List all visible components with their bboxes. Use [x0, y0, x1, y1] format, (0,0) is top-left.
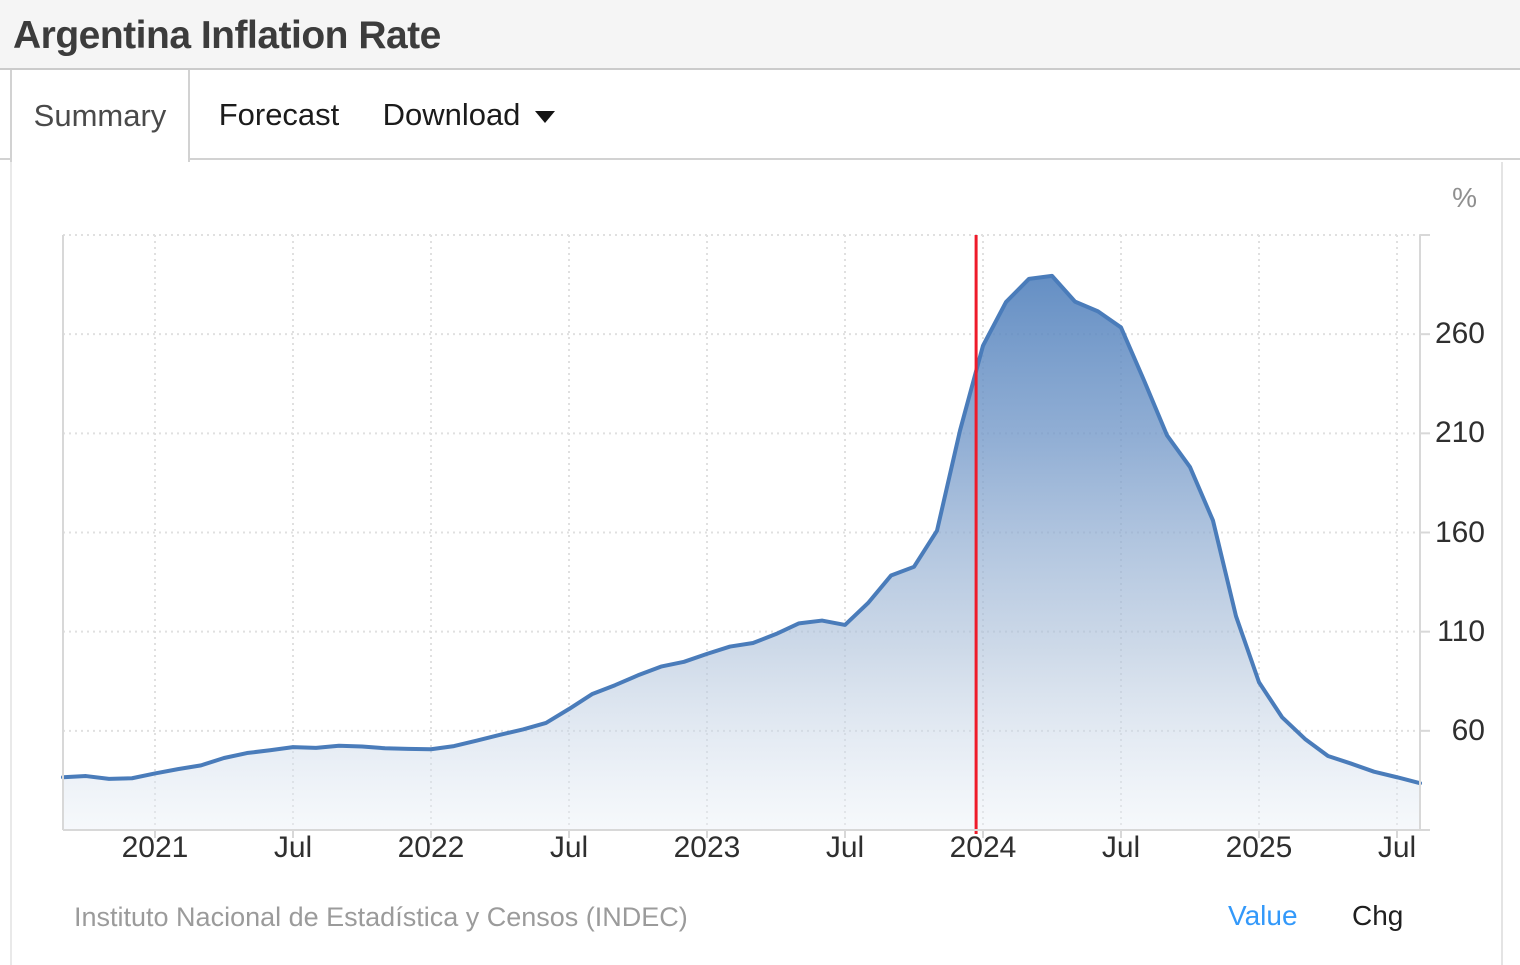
tab-bar: Summary Forecast Download: [0, 70, 1520, 162]
tab-bar-divider: [0, 158, 1520, 160]
page-title: Argentina Inflation Rate: [13, 14, 441, 57]
download-label: Download: [382, 97, 521, 132]
value-toggle[interactable]: Value: [1228, 900, 1298, 931]
chevron-down-icon: [535, 111, 556, 123]
inflation-area-chart[interactable]: [0, 160, 1520, 860]
chg-toggle[interactable]: Chg: [1352, 900, 1404, 931]
tab-summary[interactable]: Summary: [10, 70, 190, 162]
tab-download[interactable]: Download: [362, 70, 576, 160]
panel-right-border: [1501, 162, 1503, 965]
y-axis-unit-label: %: [1452, 182, 1477, 213]
source-attribution: Instituto Nacional de Estadística y Cens…: [74, 902, 688, 932]
panel-left-border: [10, 162, 12, 965]
page-header: Argentina Inflation Rate: [0, 0, 1520, 70]
tab-forecast[interactable]: Forecast: [218, 97, 340, 132]
